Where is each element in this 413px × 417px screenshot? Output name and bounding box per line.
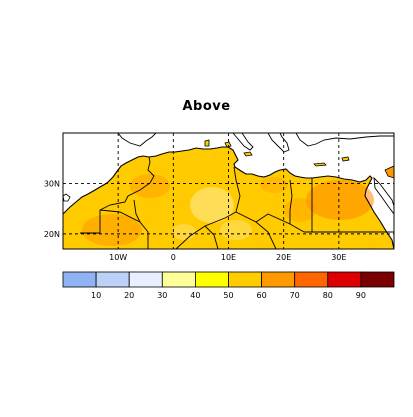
- graticule: [63, 133, 394, 249]
- colorbar-label: 30: [157, 291, 167, 300]
- islands: [204, 139, 350, 167]
- colorbar-label: 20: [124, 291, 134, 300]
- colorbar-swatch: [194, 271, 229, 288]
- colorbar-swatch: [327, 271, 362, 288]
- colorbar-swatch: [95, 271, 130, 288]
- lon-tick-label: 10W: [109, 253, 127, 262]
- colorbar-label: 50: [223, 291, 233, 300]
- colorbar-swatch: [62, 271, 97, 288]
- axis-ticks: 10W 0 10E 20E 30E 30N 20N: [44, 179, 347, 262]
- colorbar-label: 10: [91, 291, 101, 300]
- map-title: Above: [182, 99, 231, 114]
- lon-tick-label: 10E: [221, 253, 236, 262]
- land-field: [63, 147, 394, 249]
- colorbar-swatch: [261, 271, 296, 288]
- lon-tick-label: 20E: [276, 253, 291, 262]
- map-frame: [62, 132, 395, 250]
- colorbar-label: 80: [323, 291, 333, 300]
- colorbar-label: 70: [290, 291, 300, 300]
- lon-tick-label: 0: [171, 253, 176, 262]
- colorbar-label: 40: [190, 291, 200, 300]
- colorbar-label: 60: [257, 291, 267, 300]
- lat-tick-label: 20N: [44, 230, 60, 239]
- colorbar-swatch: [128, 271, 163, 288]
- country-borders: [80, 156, 394, 249]
- colorbar-swatch: [360, 271, 395, 288]
- red-sea: [373, 176, 394, 215]
- colorbar-swatch: [161, 271, 196, 288]
- colorbar-swatch: [228, 271, 262, 288]
- colorbar-label: 90: [356, 291, 366, 300]
- colorbar: 10 20 30 40 50 60 70 80 90: [62, 271, 395, 300]
- colorbar-swatch: [294, 271, 329, 288]
- lat-tick-label: 30N: [44, 179, 60, 188]
- lon-tick-label: 30E: [331, 253, 346, 262]
- coastline: [63, 146, 394, 249]
